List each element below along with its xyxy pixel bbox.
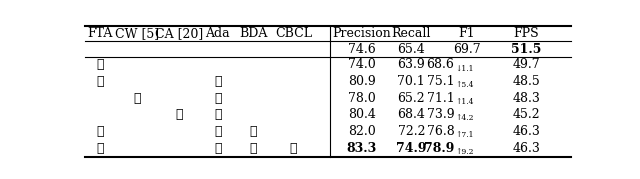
Text: ✓: ✓ — [214, 75, 221, 88]
Text: ✓: ✓ — [96, 142, 104, 155]
Text: 70.1: 70.1 — [397, 75, 425, 88]
Text: 74.6: 74.6 — [348, 43, 376, 55]
Text: ↑4.2: ↑4.2 — [456, 114, 474, 122]
Text: Precision: Precision — [332, 27, 391, 40]
Text: CA [20]: CA [20] — [155, 27, 204, 40]
Text: ✓: ✓ — [96, 75, 104, 88]
Text: ✓: ✓ — [96, 125, 104, 138]
Text: 74.0: 74.0 — [348, 59, 376, 71]
Text: 51.5: 51.5 — [511, 43, 541, 55]
Text: ↑1.4: ↑1.4 — [456, 98, 474, 106]
Text: Recall: Recall — [392, 27, 431, 40]
Text: BDA: BDA — [239, 27, 268, 40]
Text: ✓: ✓ — [250, 125, 257, 138]
Text: CBCL: CBCL — [275, 27, 312, 40]
Text: FPS: FPS — [513, 27, 540, 40]
Text: ✓: ✓ — [250, 142, 257, 155]
Text: 78.0: 78.0 — [348, 92, 376, 105]
Text: 65.2: 65.2 — [397, 92, 425, 105]
Text: 75.1: 75.1 — [427, 75, 454, 88]
Text: 48.5: 48.5 — [513, 75, 540, 88]
Text: 63.9: 63.9 — [397, 59, 425, 71]
Text: F1: F1 — [459, 27, 475, 40]
Text: ✓: ✓ — [96, 59, 104, 71]
Text: 48.3: 48.3 — [513, 92, 540, 105]
Text: ✓: ✓ — [175, 108, 183, 121]
Text: CW [5]: CW [5] — [115, 27, 159, 40]
Text: 68.6: 68.6 — [427, 59, 454, 71]
Text: ↑5.4: ↑5.4 — [456, 81, 474, 89]
Text: 80.4: 80.4 — [348, 108, 376, 121]
Text: ✓: ✓ — [214, 108, 221, 121]
Text: 83.3: 83.3 — [347, 142, 377, 155]
Text: ↓1.1: ↓1.1 — [456, 64, 474, 72]
Text: FTA: FTA — [87, 27, 113, 40]
Text: Ada: Ada — [205, 27, 230, 40]
Text: 78.9: 78.9 — [424, 142, 454, 155]
Text: 71.1: 71.1 — [427, 92, 454, 105]
Text: 45.2: 45.2 — [513, 108, 540, 121]
Text: ✓: ✓ — [214, 125, 221, 138]
Text: ✓: ✓ — [289, 142, 297, 155]
Text: ↑7.1: ↑7.1 — [456, 131, 474, 139]
Text: ✓: ✓ — [214, 92, 221, 105]
Text: 76.8: 76.8 — [427, 125, 454, 138]
Text: 46.3: 46.3 — [513, 125, 540, 138]
Text: 72.2: 72.2 — [397, 125, 425, 138]
Text: ↑9.2: ↑9.2 — [456, 148, 474, 156]
Text: 49.7: 49.7 — [513, 59, 540, 71]
Text: 65.4: 65.4 — [397, 43, 425, 55]
Text: 46.3: 46.3 — [513, 142, 540, 155]
Text: ✓: ✓ — [214, 142, 221, 155]
Text: 82.0: 82.0 — [348, 125, 376, 138]
Text: 68.4: 68.4 — [397, 108, 425, 121]
Text: 80.9: 80.9 — [348, 75, 376, 88]
Text: ✓: ✓ — [133, 92, 141, 105]
Text: 74.9: 74.9 — [396, 142, 427, 155]
Text: 69.7: 69.7 — [453, 43, 481, 55]
Text: 73.9: 73.9 — [427, 108, 454, 121]
